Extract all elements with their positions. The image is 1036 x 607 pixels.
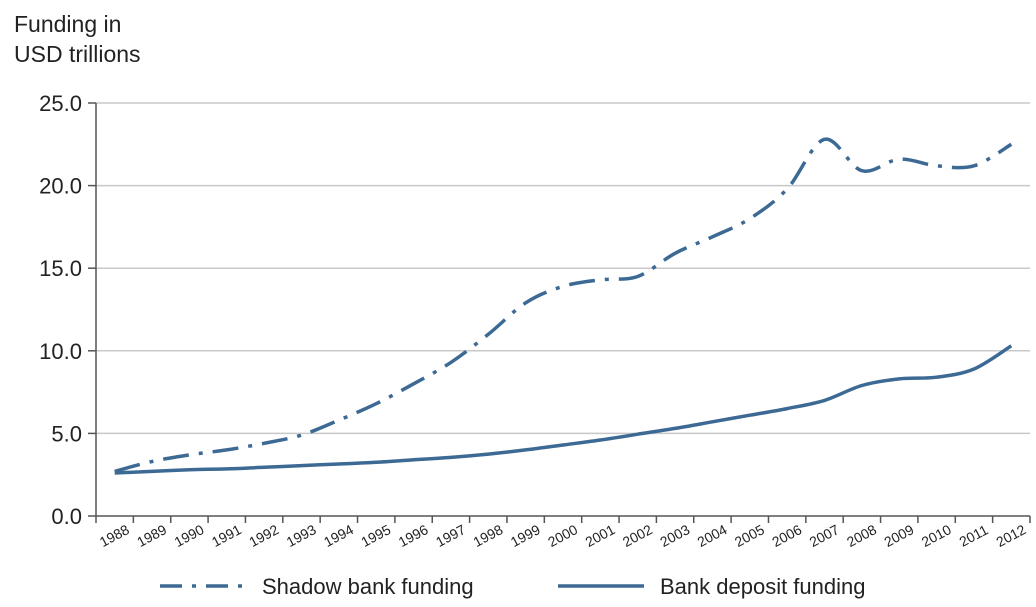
x-tick-label: 2009 xyxy=(881,521,916,550)
data-point xyxy=(935,375,939,379)
data-point xyxy=(225,448,229,452)
legend-label-1: Bank deposit funding xyxy=(660,574,866,599)
series-line-1 xyxy=(114,344,1013,475)
data-point xyxy=(748,217,752,221)
data-point xyxy=(897,157,901,161)
data-point xyxy=(337,418,341,422)
data-point xyxy=(935,164,939,168)
data-point xyxy=(262,465,266,469)
data-point xyxy=(337,462,341,466)
data-point xyxy=(1009,344,1013,348)
x-tick-label: 1994 xyxy=(321,521,356,550)
data-point xyxy=(449,455,453,459)
x-tick-label: 1997 xyxy=(433,521,468,550)
data-point xyxy=(673,251,677,255)
x-tick-label: 2003 xyxy=(657,521,692,550)
data-point xyxy=(897,377,901,381)
legend-label-0: Shadow bank funding xyxy=(262,574,474,599)
y-tick-label: 20.0 xyxy=(39,174,82,199)
x-tick-label: 2001 xyxy=(583,521,618,550)
data-point xyxy=(486,332,490,336)
data-point xyxy=(636,432,640,436)
x-tick-label: 1993 xyxy=(284,521,319,550)
x-tick-label: 1988 xyxy=(97,521,132,550)
data-point xyxy=(710,420,714,424)
y-tick-label: 25.0 xyxy=(39,91,82,116)
x-tick-label: 2011 xyxy=(957,521,991,549)
data-point xyxy=(1009,142,1013,146)
data-point xyxy=(187,468,191,472)
data-point xyxy=(785,407,789,411)
data-point xyxy=(524,448,528,452)
data-point xyxy=(299,464,303,468)
axes xyxy=(88,102,1031,523)
x-tick-labels: 1988 1989 1990 1991 1992 1993 1994 1995 1996 1997… xyxy=(97,521,1029,550)
series-lines xyxy=(113,137,1013,475)
data-point xyxy=(449,360,453,364)
x-tick-label: 2006 xyxy=(769,521,804,550)
x-tick-label: 1999 xyxy=(508,521,543,550)
x-tick-label: 1989 xyxy=(134,521,169,550)
x-tick-label: 1998 xyxy=(470,521,505,550)
y-tick-label: 0.0 xyxy=(51,504,82,529)
x-tick-label: 1996 xyxy=(396,521,431,550)
data-point xyxy=(972,164,976,168)
data-point xyxy=(412,458,416,462)
data-point xyxy=(972,367,976,371)
x-tick-label: 2004 xyxy=(695,521,730,550)
x-tick-label: 2008 xyxy=(844,521,879,550)
series-line-0 xyxy=(114,137,1013,474)
x-tick-label: 1991 xyxy=(209,521,244,550)
data-point xyxy=(187,453,191,457)
data-point xyxy=(561,284,565,288)
data-point xyxy=(150,469,154,473)
data-point xyxy=(636,274,640,278)
data-point xyxy=(710,235,714,239)
x-tick-label: 1990 xyxy=(172,521,207,550)
x-tick-label: 2005 xyxy=(732,521,767,550)
x-tick-label: 2000 xyxy=(545,521,580,550)
data-point xyxy=(262,441,266,445)
x-tick-label: 1992 xyxy=(246,521,281,550)
data-point xyxy=(673,426,677,430)
data-point xyxy=(598,438,602,442)
y-tick-label: 5.0 xyxy=(51,421,82,446)
data-point xyxy=(374,460,378,464)
gridlines xyxy=(96,102,1030,435)
legend: Shadow bank funding Bank deposit funding xyxy=(160,574,866,599)
x-tick-label: 1995 xyxy=(358,521,393,550)
y-tick-label: 15.0 xyxy=(39,256,82,281)
data-point xyxy=(412,382,416,386)
data-point xyxy=(598,278,602,282)
data-point xyxy=(524,301,528,305)
data-point xyxy=(860,169,864,173)
data-point xyxy=(823,398,827,402)
data-point xyxy=(486,452,490,456)
y-axis-label-line: USD trillions xyxy=(14,41,141,67)
x-tick-label: 2002 xyxy=(620,521,655,550)
data-point xyxy=(785,187,789,191)
data-point xyxy=(748,413,752,417)
data-point xyxy=(823,137,827,141)
data-point xyxy=(225,467,229,471)
data-point xyxy=(299,433,303,437)
x-tick-label: 2007 xyxy=(807,521,842,550)
y-tick-label: 10.0 xyxy=(39,339,82,364)
x-tick-label: 2010 xyxy=(919,521,954,550)
data-point xyxy=(561,443,565,447)
data-point xyxy=(150,459,154,463)
y-tick-labels: 0.0 5.0 10.0 15.0 20.0 25.0 xyxy=(39,91,82,529)
data-point xyxy=(860,383,864,387)
y-axis-label-line: Funding in xyxy=(14,11,121,37)
y-axis-label: Funding in USD trillions xyxy=(14,11,141,67)
x-tick-label: 2012 xyxy=(993,521,1028,550)
data-point xyxy=(113,471,117,475)
data-point xyxy=(374,402,378,406)
